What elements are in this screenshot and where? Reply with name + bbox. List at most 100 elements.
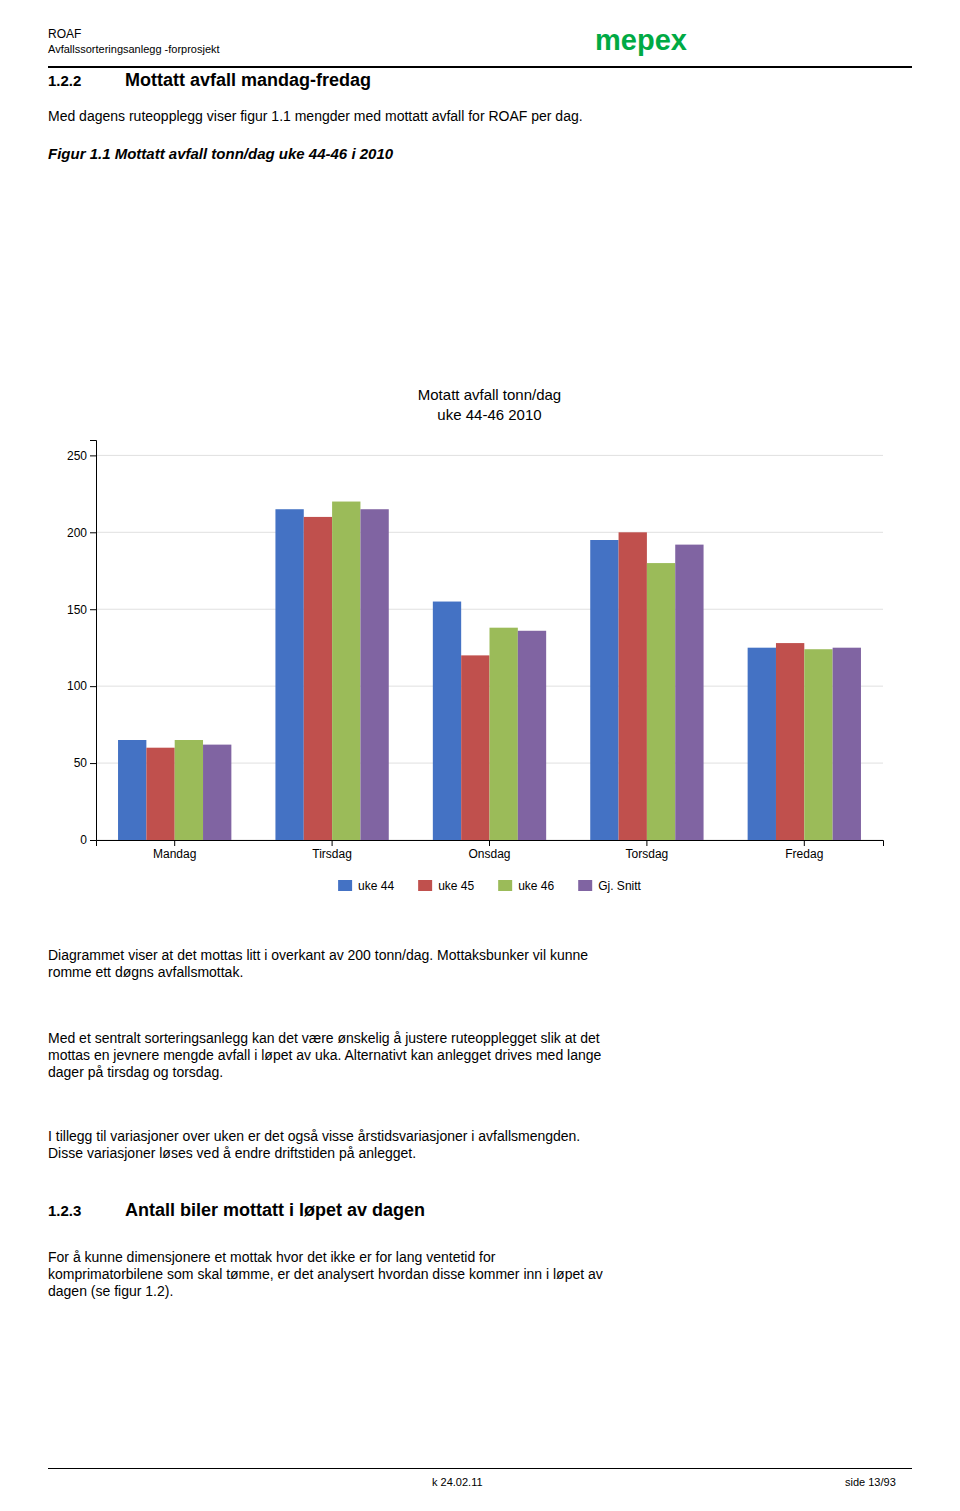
x-axis: Mandag Tirsdag Onsdag Torsdag Fredag [97, 840, 884, 861]
tick: Torsdag [626, 840, 669, 861]
legend-label: uke 44 [358, 879, 394, 893]
tick: 200 [67, 526, 96, 540]
tick-label: Onsdag [468, 847, 510, 861]
body-text: Med et sentralt sorteringsanlegg kan det… [48, 1030, 600, 1046]
section-heading: Antall biler mottatt i løpet av dagen [125, 1200, 425, 1220]
tick-mark [90, 763, 96, 764]
legend-swatch [338, 880, 352, 891]
bar [275, 509, 303, 840]
tick-mark [90, 686, 96, 687]
bar [590, 540, 618, 840]
tick-label: 150 [67, 603, 87, 617]
bar [619, 532, 647, 840]
bar [203, 745, 231, 840]
legend-label: Gj. Snitt [598, 879, 641, 893]
header-rule [48, 66, 912, 68]
legend-swatch [498, 880, 512, 891]
footer-text: k 24.02.11 [432, 1476, 483, 1488]
tick: Fredag [785, 840, 823, 861]
legend-item: Gj. Snitt [578, 879, 641, 893]
bar [118, 740, 146, 840]
bar [433, 602, 461, 840]
tick-label: 50 [74, 756, 88, 770]
document: ROAF Avfallssorteringsanlegg -forprosjekt… [48, 24, 912, 1488]
legend-label: uke 46 [518, 879, 554, 893]
y-axis: 0 50 100 150 200 250 [67, 441, 97, 848]
body-text: For å kunne dimensjonere et mottak hvor … [48, 1249, 496, 1265]
bar-series [146, 517, 804, 840]
grid [96, 455, 883, 840]
legend-item: uke 46 [498, 879, 554, 893]
header-subtitle: Avfallssorteringsanlegg -forprosjekt [48, 43, 220, 55]
bar [804, 649, 832, 840]
tick-label: 200 [67, 526, 87, 540]
bar [461, 655, 489, 840]
section-number: 1.2.2 [48, 72, 81, 89]
grid-line [96, 532, 883, 533]
bar [490, 628, 518, 840]
grid-line [96, 609, 883, 610]
tick-mark [90, 609, 96, 610]
bar [146, 748, 174, 840]
legend-swatch [578, 880, 592, 891]
header-title: ROAF [48, 27, 81, 41]
tick-label: 100 [67, 679, 87, 693]
tick-mark [90, 840, 96, 841]
tick: 50 [74, 756, 96, 770]
tick-label: Torsdag [626, 847, 669, 861]
bar [360, 509, 388, 840]
bar [518, 631, 546, 840]
axis-line [90, 441, 97, 841]
tick: 100 [67, 679, 96, 693]
body-text: Diagrammet viser at det mottas litt i ov… [48, 947, 588, 963]
tick-label: 250 [67, 449, 87, 463]
bar [675, 545, 703, 840]
bar [304, 517, 332, 840]
tick-label: Mandag [153, 847, 196, 861]
bars [118, 502, 861, 840]
tick-mark [489, 840, 490, 846]
legend-label: uke 45 [438, 879, 474, 893]
tick: 0 [80, 833, 96, 847]
body-text: dagen (se figur 1.2). [48, 1283, 173, 1299]
tick-label: 0 [80, 833, 87, 847]
bar [833, 648, 861, 840]
footer-text: side 13/93 [845, 1476, 896, 1488]
tick: Mandag [153, 840, 196, 861]
axis-line [97, 841, 884, 847]
tick-mark [804, 840, 805, 846]
section-number: 1.2.3 [48, 1202, 81, 1219]
tick: 250 [67, 449, 96, 463]
tick-mark [90, 455, 96, 456]
legend-item: uke 45 [418, 879, 474, 893]
page: ROAF Avfallssorteringsanlegg -forprosjekt… [0, 0, 960, 1511]
section-heading: Mottatt avfall mandag-fredag [125, 70, 371, 90]
tick-mark [332, 840, 333, 846]
bar-series [118, 509, 776, 840]
body-text: mottas en jevnere mengde avfall i løpet … [48, 1047, 602, 1063]
tick: 150 [67, 603, 96, 617]
tick-label: Fredag [785, 847, 823, 861]
chart: Motatt avfall tonn/daguke 44-46 20100501… [67, 386, 884, 893]
body-text: Disse variasjoner løses ved å endre drif… [48, 1145, 416, 1161]
body-text: Med dagens ruteopplegg viser figur 1.1 m… [48, 108, 583, 124]
bar [776, 643, 804, 840]
tick-mark [646, 840, 647, 846]
chart-subtitle: uke 44-46 2010 [437, 406, 541, 423]
body-text: komprimatorbilene som skal tømme, er det… [48, 1266, 603, 1282]
bar-series [175, 502, 833, 840]
grid-line [96, 455, 883, 456]
bar [332, 502, 360, 840]
figure-caption: Figur 1.1 Mottatt avfall tonn/dag uke 44… [48, 145, 394, 162]
bar-series [203, 509, 861, 840]
bar [748, 648, 776, 840]
bar [647, 563, 675, 840]
body-text: dager på tirsdag og torsdag. [48, 1064, 223, 1080]
bar [175, 740, 203, 840]
tick-mark [174, 840, 175, 846]
legend-swatch [418, 880, 432, 891]
footer-rule [48, 1468, 912, 1469]
tick-label: Tirsdag [312, 847, 352, 861]
body-text: I tillegg til variasjoner over uken er d… [48, 1128, 580, 1144]
tick-mark [90, 532, 96, 533]
